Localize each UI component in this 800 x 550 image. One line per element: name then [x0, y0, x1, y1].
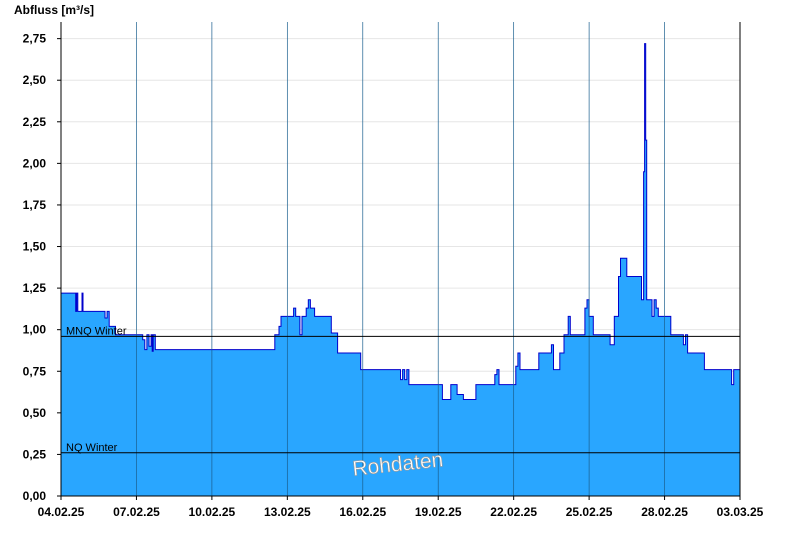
discharge-area: [61, 43, 740, 496]
grid-vertical-overlay: [136, 22, 665, 496]
y-tick-label: 0,50: [23, 406, 47, 420]
x-tick-label: 10.02.25: [189, 505, 236, 519]
x-tick-label: 25.02.25: [566, 505, 613, 519]
y-tick-label: 0,00: [23, 489, 47, 503]
x-ticks: 04.02.25 07.02.25 10.02.25 13.02.25 16.02.25…: [38, 496, 764, 519]
y-tick-label: 2,50: [23, 73, 47, 87]
y-tick-label: 1,75: [23, 198, 47, 212]
y-tick-label: 0,25: [23, 447, 47, 461]
y-tick-label: 0,75: [23, 364, 47, 378]
x-tick-label: 28.02.25: [641, 505, 688, 519]
y-tick-label: 1,50: [23, 240, 47, 254]
x-tick-label: 16.02.25: [339, 505, 386, 519]
reference-line-label: MNQ Winter: [66, 325, 127, 337]
x-tick-label: 13.02.25: [264, 505, 311, 519]
axes: [60, 22, 741, 497]
y-ticks: 0,00 0,25 0,50 0,75 1,00 1,25 1,50 1,75 2,00 2,25…: [23, 32, 61, 503]
y-tick-label: 1,25: [23, 281, 47, 295]
y-tick-label: 2,75: [23, 32, 47, 46]
x-tick-label: 19.02.25: [415, 505, 462, 519]
x-tick-label: 22.02.25: [490, 505, 537, 519]
x-tick-label: 07.02.25: [113, 505, 160, 519]
y-tick-label: 2,25: [23, 115, 47, 129]
x-tick-label: 03.03.25: [717, 505, 764, 519]
y-tick-label: 2,00: [23, 156, 47, 170]
discharge-line: [61, 43, 741, 400]
y-axis-title: Abfluss [m³/s]: [14, 3, 94, 17]
reference-lines: MNQ Winter NQ Winter: [61, 325, 740, 454]
x-tick-label: 04.02.25: [38, 505, 85, 519]
reference-line-label: NQ Winter: [66, 442, 118, 454]
y-tick-label: 1,00: [23, 323, 47, 337]
